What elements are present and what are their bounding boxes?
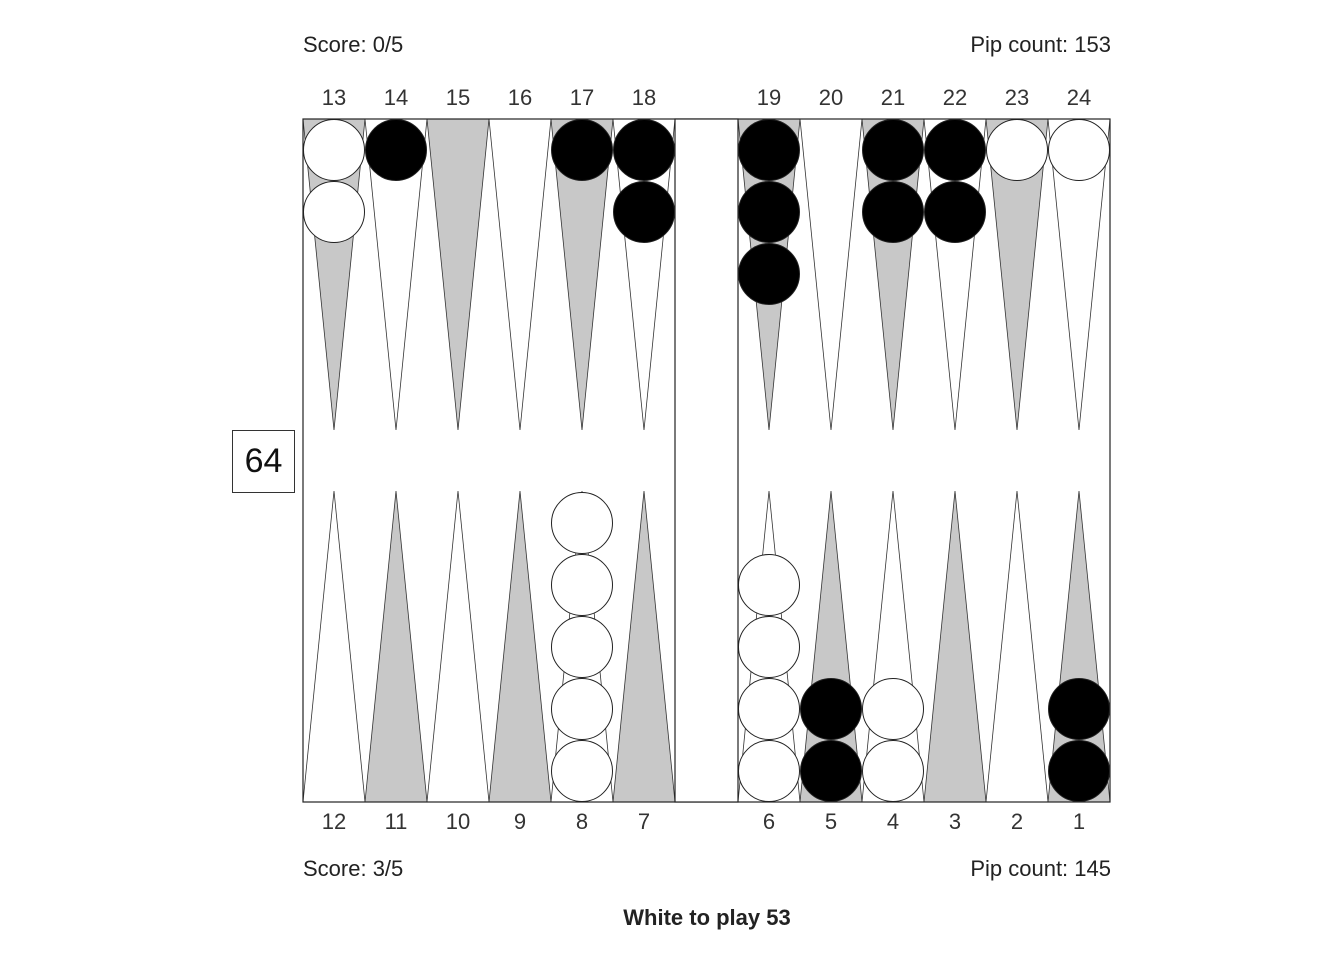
black-checker[interactable] <box>365 119 427 181</box>
point-10[interactable] <box>426 490 490 803</box>
white-checker[interactable] <box>862 678 924 740</box>
point-3[interactable] <box>923 490 987 803</box>
black-checker[interactable] <box>738 119 800 181</box>
point-2[interactable] <box>985 490 1049 803</box>
black-checker[interactable] <box>613 181 675 243</box>
black-checker[interactable] <box>800 678 862 740</box>
point-9[interactable] <box>488 490 552 803</box>
black-checker[interactable] <box>738 243 800 305</box>
white-checker[interactable] <box>738 740 800 802</box>
point-label: 9 <box>514 809 526 834</box>
bar[interactable] <box>674 118 739 803</box>
point-label: 20 <box>819 85 843 110</box>
top-pip-count: Pip count: 153 <box>970 32 1111 57</box>
white-checker[interactable] <box>551 678 613 740</box>
doubling-cube[interactable]: 64 <box>232 430 295 493</box>
point-label: 24 <box>1067 85 1091 110</box>
bottom-score: Score: 3/5 <box>303 856 404 881</box>
white-checker[interactable] <box>738 554 800 616</box>
point-label: 19 <box>757 85 781 110</box>
white-checker[interactable] <box>862 740 924 802</box>
black-checker[interactable] <box>862 181 924 243</box>
black-checker[interactable] <box>862 119 924 181</box>
point-label: 4 <box>887 809 899 834</box>
checkers-layer <box>303 119 1110 802</box>
point-label: 6 <box>763 809 775 834</box>
point-label: 5 <box>825 809 837 834</box>
point-label: 11 <box>385 809 408 834</box>
point-12[interactable] <box>302 490 366 803</box>
black-checker[interactable] <box>1048 678 1110 740</box>
point-label: 3 <box>949 809 961 834</box>
point-labels: 13 12 14 11 15 10 16 9 17 8 18 7 19 6 20 5 21 4 22 3 23 2 24 1 <box>322 85 1091 834</box>
white-checker[interactable] <box>303 181 365 243</box>
point-label: 10 <box>446 809 470 834</box>
point-label: 7 <box>638 809 650 834</box>
point-11[interactable] <box>364 490 428 803</box>
point-label: 14 <box>384 85 408 110</box>
point-16[interactable] <box>488 118 552 431</box>
point-7[interactable] <box>612 490 676 803</box>
point-label: 12 <box>322 809 346 834</box>
point-label: 1 <box>1073 809 1085 834</box>
point-label: 22 <box>943 85 967 110</box>
top-score: Score: 0/5 <box>303 32 404 57</box>
white-checker[interactable] <box>551 492 613 554</box>
point-label: 23 <box>1005 85 1029 110</box>
move-caption: White to play 53 <box>623 905 791 930</box>
white-checker[interactable] <box>303 119 365 181</box>
point-label: 21 <box>881 85 905 110</box>
white-checker[interactable] <box>551 554 613 616</box>
white-checker[interactable] <box>1048 119 1110 181</box>
black-checker[interactable] <box>551 119 613 181</box>
black-checker[interactable] <box>738 181 800 243</box>
white-checker[interactable] <box>551 740 613 802</box>
black-checker[interactable] <box>613 119 675 181</box>
point-label: 18 <box>632 85 656 110</box>
point-label: 15 <box>446 85 470 110</box>
white-checker[interactable] <box>738 678 800 740</box>
point-label: 17 <box>570 85 594 110</box>
point-label: 13 <box>322 85 346 110</box>
point-15[interactable] <box>426 118 490 431</box>
black-checker[interactable] <box>924 181 986 243</box>
black-checker[interactable] <box>800 740 862 802</box>
white-checker[interactable] <box>551 616 613 678</box>
bottom-pip-count: Pip count: 145 <box>970 856 1111 881</box>
point-label: 2 <box>1011 809 1023 834</box>
point-label: 16 <box>508 85 532 110</box>
point-20[interactable] <box>799 118 863 431</box>
black-checker[interactable] <box>1048 740 1110 802</box>
board-frame <box>302 118 1111 803</box>
black-checker[interactable] <box>924 119 986 181</box>
point-label: 8 <box>576 809 588 834</box>
white-checker[interactable] <box>738 616 800 678</box>
white-checker[interactable] <box>986 119 1048 181</box>
